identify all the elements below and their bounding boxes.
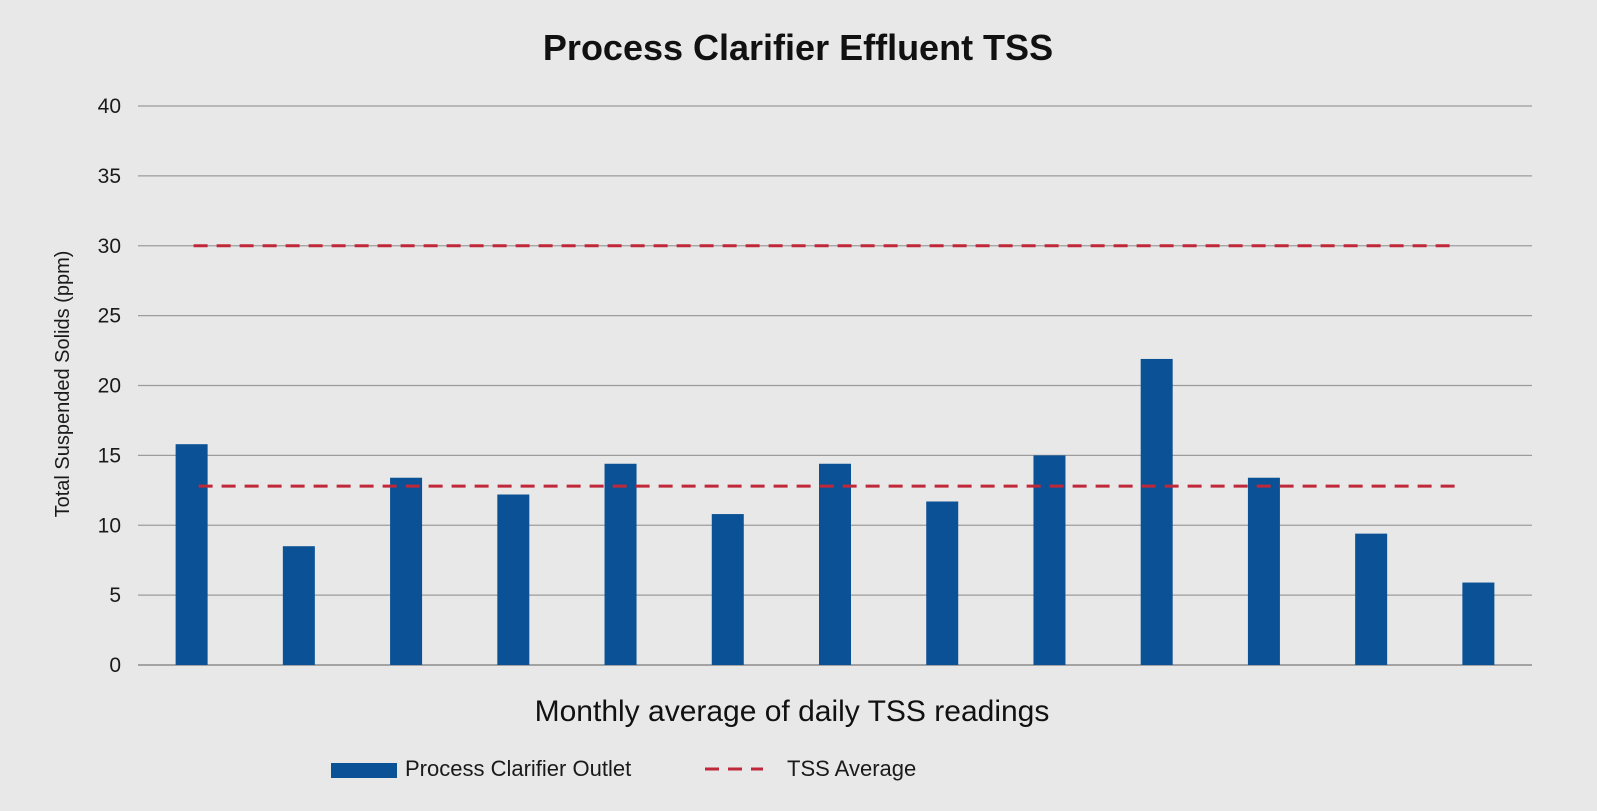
- chart-title: Process Clarifier Effluent TSS: [543, 27, 1053, 68]
- y-tick-labels: 0 5 10 15 20 25 30 35 40: [98, 95, 121, 677]
- bar: [604, 463, 637, 665]
- bar: [819, 463, 851, 665]
- bar: [175, 444, 208, 665]
- bar: [926, 501, 959, 665]
- bar: [1140, 358, 1173, 665]
- y-tick-label: 30: [98, 235, 121, 258]
- legend-swatch-bar: [331, 763, 397, 778]
- legend-item-average: TSS Average: [705, 756, 916, 781]
- bar: [711, 514, 744, 665]
- y-axis-label: Total Suspended Solids (ppm): [52, 251, 74, 518]
- y-tick-label: 25: [98, 305, 121, 328]
- legend-item-bars: Process Clarifier Outlet: [331, 756, 631, 781]
- bar: [1462, 582, 1495, 665]
- y-tick-label: 15: [98, 444, 121, 467]
- y-tick-label: 5: [109, 584, 121, 607]
- bar: [1355, 533, 1388, 665]
- y-tick-label: 40: [98, 95, 121, 118]
- y-tick-label: 20: [98, 375, 121, 398]
- y-tick-label: 0: [109, 654, 121, 677]
- legend-label-bars: Process Clarifier Outlet: [405, 756, 631, 781]
- legend-label-average: TSS Average: [787, 756, 916, 781]
- bar: [390, 477, 423, 665]
- average-lines: [193, 244, 1462, 488]
- bar: [1247, 477, 1280, 665]
- bars: [175, 358, 1495, 665]
- bar: [1033, 455, 1066, 665]
- gridlines: [138, 105, 1532, 666]
- x-axis-label: Monthly average of daily TSS readings: [535, 695, 1050, 728]
- y-tick-label: 10: [98, 514, 121, 537]
- bar: [497, 494, 530, 665]
- legend: Process Clarifier Outlet TSS Average: [331, 756, 916, 781]
- y-tick-label: 35: [98, 165, 121, 188]
- bar: [282, 546, 315, 665]
